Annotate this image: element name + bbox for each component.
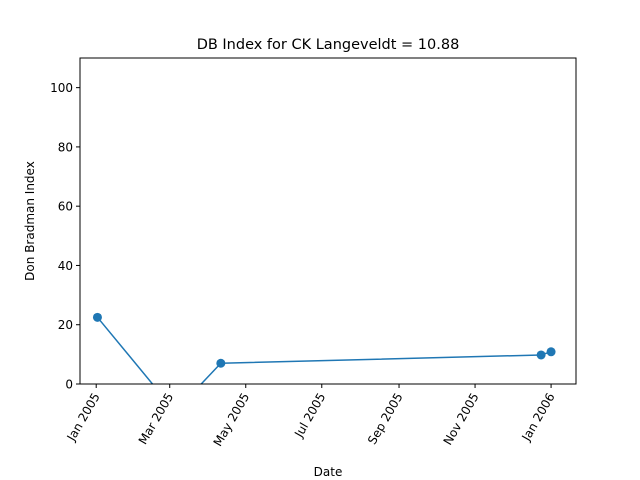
x-tick-label: Sep 2005 [365, 391, 406, 447]
plot-background [80, 58, 576, 384]
data-point [216, 358, 226, 368]
y-axis-ticks: 0 20 40 60 80 100 [50, 81, 80, 392]
x-tick-label: Jul 2005 [291, 391, 328, 441]
data-point [546, 347, 556, 357]
data-series [92, 312, 556, 403]
chart-title: DB Index for CK Langeveldt = 10.88 [197, 37, 460, 53]
x-tick-label: Jan 2006 [519, 391, 558, 445]
x-tick-label: Mar 2005 [136, 391, 177, 447]
y-tick-label: 0 [65, 378, 73, 392]
data-point [536, 350, 546, 360]
y-tick-label: 40 [58, 259, 73, 273]
y-tick-label: 100 [50, 81, 73, 95]
data-point [183, 394, 192, 403]
x-axis-ticks: Jan 2005 Mar 2005 May 2005 Jul 2005 Sep 2005… [64, 384, 558, 449]
x-axis-label: Date [314, 465, 343, 479]
y-tick-label: 60 [58, 200, 73, 214]
x-tick-label: Nov 2005 [441, 391, 482, 448]
y-tick-label: 80 [58, 140, 73, 154]
y-axis-label: Don Bradman Index [23, 161, 37, 281]
x-tick-label: Jan 2005 [64, 391, 103, 445]
y-tick-label: 20 [58, 318, 73, 332]
plot-frame [79, 57, 577, 385]
data-point [92, 312, 102, 322]
x-tick-label: May 2005 [211, 391, 253, 449]
